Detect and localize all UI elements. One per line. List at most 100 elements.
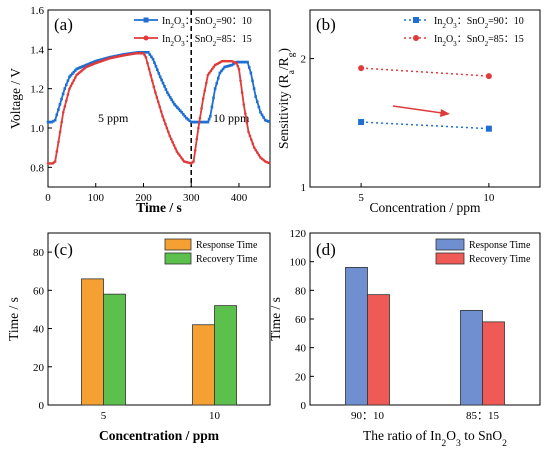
panel-a-point	[158, 105, 162, 109]
panel-a-point	[267, 161, 270, 165]
panel-a-point	[213, 87, 217, 90]
panel-a-point	[162, 118, 166, 122]
panel-a-point	[66, 93, 70, 96]
panel-b-legend-marker	[413, 35, 419, 41]
panel-a-point	[239, 60, 242, 64]
panel-a-point	[63, 87, 67, 90]
panel-a-point	[82, 64, 85, 68]
panel-a-point	[220, 69, 223, 73]
panel-a-point	[68, 87, 71, 90]
panel-c-legend-label: Recovery Time	[196, 254, 258, 265]
panel-a-point	[155, 96, 159, 99]
panel-a-ytick-label: 1.0	[30, 123, 44, 135]
panel-a-point	[177, 107, 181, 111]
panel-a-point	[152, 85, 156, 88]
panel-a-point	[198, 116, 202, 120]
panel-a-xtick-label: 400	[231, 192, 248, 204]
panel-d-ytick-label: 40	[295, 343, 307, 355]
panel-a-annotation-5ppm: 5 ppm	[98, 111, 129, 125]
panel-a-point	[201, 97, 205, 100]
panel-a-ytick-label: 1.6	[30, 5, 44, 17]
panel-a-point	[65, 83, 68, 87]
panel-d-xlabel: The ratio of In2O3 to SnO2	[363, 428, 507, 449]
panel-b-xtick-label: 5	[358, 192, 364, 204]
panel-a-point	[242, 103, 246, 106]
panel-a-point	[172, 144, 176, 147]
panel-c-legend-label: Response Time	[196, 240, 258, 251]
panel-a-point	[197, 126, 200, 130]
panel-a-point	[262, 116, 265, 119]
panel-d-bar	[460, 309, 483, 406]
panel-c-label: (c)	[54, 240, 73, 259]
panel-d-xtick-label: 90：10	[351, 410, 384, 422]
panel-a-point	[240, 60, 244, 64]
panel-d-ytick-label: 100	[290, 257, 307, 269]
panel-a-point	[57, 108, 60, 111]
panel-a-point	[238, 60, 241, 64]
panel-c-bar	[103, 293, 126, 406]
panel-b-legend-label: In2O3：SnO2=90：10	[434, 16, 524, 30]
panel-a-point	[263, 118, 267, 122]
panel-a-point	[249, 71, 253, 75]
panel-a-point	[227, 64, 231, 68]
panel-a-point	[191, 120, 194, 124]
panel-a-point	[210, 105, 214, 109]
panel-a-point	[195, 137, 199, 141]
panel-a-point	[189, 120, 193, 124]
panel-a-point	[244, 112, 247, 115]
panel-a-point	[146, 50, 150, 54]
panel-a-point	[160, 78, 163, 82]
panel-a-point	[90, 61, 93, 65]
panel-d-bar	[367, 294, 390, 406]
panel-a-point	[254, 148, 258, 152]
panel-a-point	[188, 119, 191, 123]
panel-a-point	[206, 73, 210, 77]
panel-a-point	[169, 137, 173, 141]
panel-a-point	[80, 65, 84, 69]
panel-a-point	[143, 53, 146, 57]
panel-a-point	[68, 75, 71, 79]
panel-a-ylabel: Voltage / V	[8, 68, 23, 129]
panel-a-point	[154, 91, 157, 94]
panel-d-bar	[345, 266, 368, 406]
panel-a-point	[53, 160, 57, 163]
panel-a-point	[202, 120, 205, 124]
panel-a-ytick-label: 1.4	[30, 44, 44, 56]
panel-b-xlabel: Concentration / ppm	[370, 200, 481, 215]
panel-a-point	[61, 110, 65, 114]
panel-c-ytick-label: 40	[33, 324, 45, 336]
panel-a-point	[252, 87, 256, 90]
panel-a-point	[181, 112, 185, 116]
panel-b-point	[358, 65, 365, 72]
panel-a-point	[174, 147, 177, 150]
panel-a-point	[256, 151, 259, 154]
panel-b-label: (b)	[316, 15, 336, 34]
panel-a-point	[75, 67, 78, 71]
panel-a-point	[164, 122, 167, 126]
panel-a-point	[167, 130, 170, 134]
panel-a-point	[210, 67, 214, 71]
panel-a-point	[94, 59, 98, 63]
panel-c-frame	[47, 232, 271, 406]
panel-a-point	[242, 60, 245, 64]
panel-a-point	[243, 60, 247, 64]
panel-a-point	[69, 73, 73, 77]
panel-a-point	[208, 71, 211, 75]
panel-a-point	[229, 64, 232, 67]
panel-a-point	[224, 65, 228, 68]
panel-b-arrow-shaft	[392, 105, 443, 114]
panel-a-point	[173, 103, 176, 106]
panel-a-point	[91, 60, 95, 64]
panel-c-bar	[214, 305, 237, 406]
panel-a-point	[181, 158, 184, 161]
panel-a-point	[148, 53, 152, 56]
panel-c-ylabel: Time / s	[6, 297, 21, 341]
panel-d-ytick-label: 60	[295, 314, 307, 326]
panel-a-point	[259, 110, 262, 114]
panel-c-bar	[192, 324, 215, 406]
panel-a-point	[164, 88, 168, 91]
panel-a-point	[151, 57, 155, 61]
panel-a-point	[206, 120, 210, 124]
panel-b-xtick-label: 10	[483, 192, 495, 204]
panel-b-legend-marker	[413, 17, 419, 23]
